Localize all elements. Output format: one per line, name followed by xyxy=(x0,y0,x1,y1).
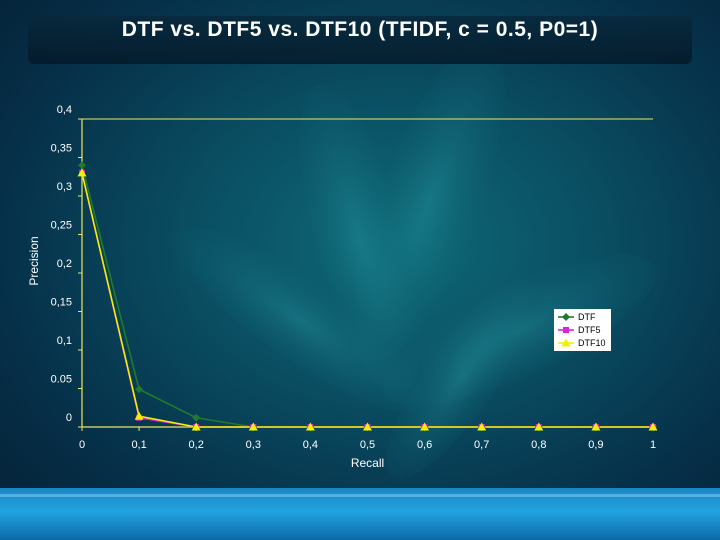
title-bar xyxy=(28,16,692,64)
data-point-dtf10 xyxy=(648,422,658,431)
y-tick-label: 0,1 xyxy=(57,335,72,347)
data-point-dtf10 xyxy=(477,422,487,431)
page-title: DTF vs. DTF5 vs. DTF10 (TFIDF, c = 0.5, … xyxy=(121,18,599,41)
data-point-dtf10 xyxy=(77,168,87,177)
data-point-dtf10 xyxy=(591,422,601,431)
series-line-dtf10 xyxy=(81,172,653,428)
x-tick-label: 0,7 xyxy=(474,439,489,451)
data-point-dtf10 xyxy=(534,422,544,431)
data-point-dtf10 xyxy=(420,422,430,431)
legend: DTF DTF5 DTF10 xyxy=(554,309,611,351)
x-tick-label: 1 xyxy=(650,439,656,451)
y-tick-label: 0,15 xyxy=(51,297,72,309)
data-point-dtf10 xyxy=(305,422,315,431)
data-point-dtf10 xyxy=(134,411,144,420)
y-tick-label: 0,25 xyxy=(51,220,72,232)
bottom-bar xyxy=(0,488,720,540)
axes: 0 0.05 0,1 0,15 0,2 0,25 0,3 0,35 0,4 0 0,1 0,2 0,3 0… xyxy=(51,104,656,451)
data-point-dtf10 xyxy=(248,422,258,431)
x-axis-title: Recall xyxy=(351,456,384,470)
legend-marker xyxy=(563,327,569,333)
legend-marker xyxy=(562,313,570,321)
y-tick-label: 0,2 xyxy=(57,258,72,270)
x-tick-label: 0,2 xyxy=(189,439,204,451)
x-tick-label: 0,5 xyxy=(360,439,375,451)
series-layer xyxy=(77,161,658,431)
x-tick-label: 0,3 xyxy=(246,439,261,451)
y-tick-label: 0,3 xyxy=(57,181,72,193)
x-tick-label: 0,8 xyxy=(531,439,546,451)
legend-label: DTF xyxy=(578,312,596,322)
x-tick-label: 0,4 xyxy=(303,439,318,451)
y-tick-label: 0,4 xyxy=(57,104,72,116)
legend-label: DTF10 xyxy=(578,338,606,348)
y-tick-label: 0 xyxy=(66,412,72,424)
legend-marker xyxy=(561,338,571,347)
y-tick-label: 0.05 xyxy=(51,374,72,386)
y-axis-title: Precision xyxy=(27,236,41,285)
legend-label: DTF5 xyxy=(578,325,601,335)
data-point-dtf xyxy=(78,161,86,170)
data-point-dtf xyxy=(192,413,201,422)
x-tick-label: 0 xyxy=(79,439,85,451)
data-point-dtf xyxy=(135,385,144,394)
x-tick-label: 0,1 xyxy=(131,439,146,451)
y-tick-label: 0,35 xyxy=(51,143,72,155)
series-line-dtf xyxy=(81,165,653,428)
data-point-dtf10 xyxy=(363,422,372,431)
x-tick-label: 0,9 xyxy=(588,439,603,451)
x-tick-label: 0,6 xyxy=(417,439,432,451)
data-point-dtf10 xyxy=(191,422,201,431)
series-line-dtf5 xyxy=(81,172,653,428)
